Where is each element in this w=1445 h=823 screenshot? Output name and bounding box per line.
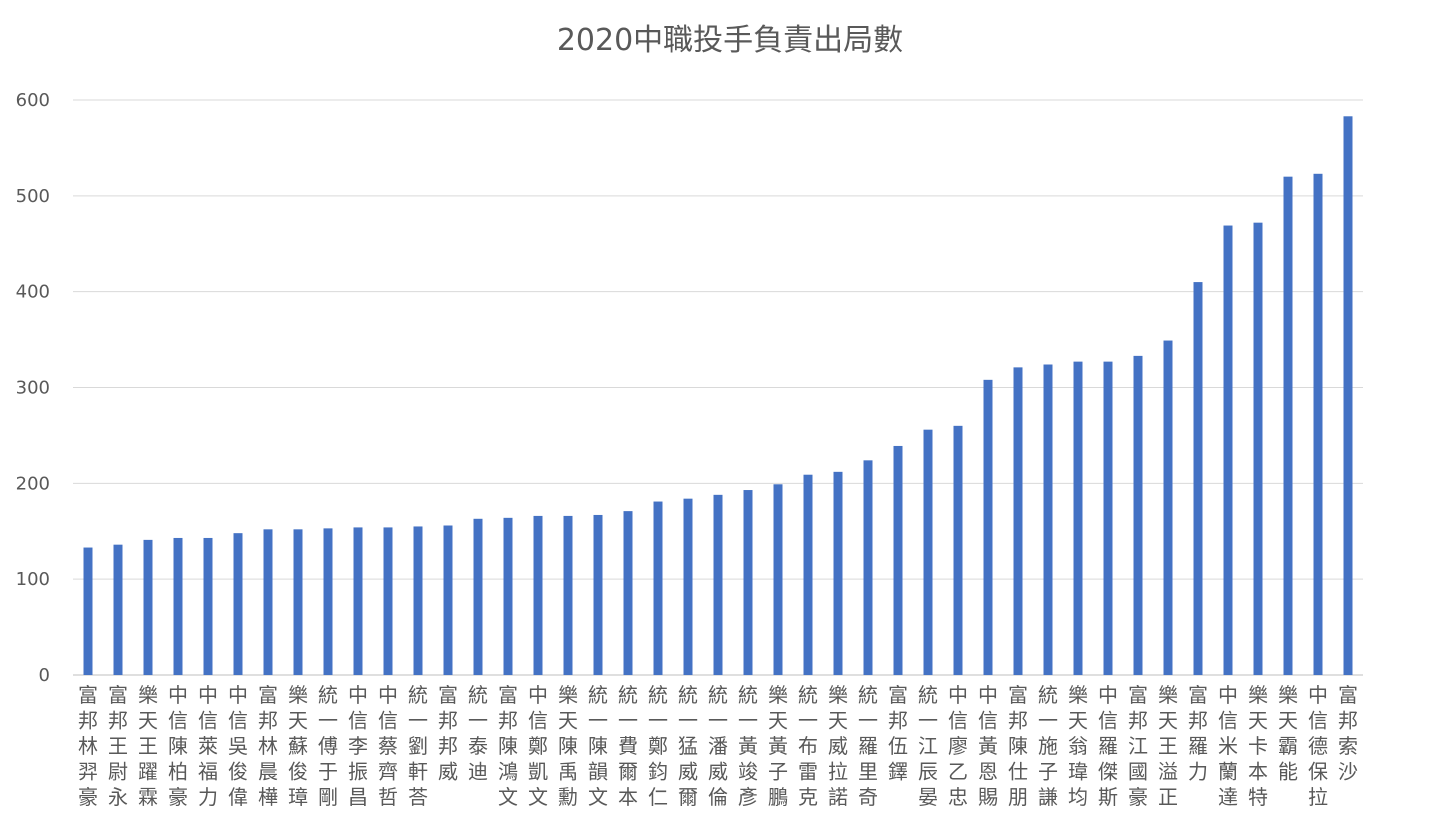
bar <box>1253 222 1263 675</box>
bar <box>1013 367 1023 675</box>
bar <box>473 518 483 675</box>
bar <box>413 526 423 675</box>
bar <box>1073 361 1083 675</box>
bar <box>293 529 303 675</box>
x-category-label: 中信李振昌 <box>348 683 368 809</box>
bar <box>323 528 333 675</box>
bar <box>203 537 213 675</box>
x-category-label: 統一鄭鈞仁 <box>648 683 668 809</box>
x-category-label: 中信黃恩賜 <box>978 683 998 809</box>
y-tick-label: 100 <box>16 569 50 590</box>
bar <box>1313 173 1323 675</box>
x-category-label: 中信德保拉 <box>1308 683 1328 809</box>
x-category-label: 統一施子謙 <box>1038 683 1058 809</box>
x-category-label: 樂天王躍霖 <box>138 683 158 809</box>
y-tick-label: 200 <box>16 473 50 494</box>
bar <box>173 537 183 675</box>
x-category-label: 統一費爾本 <box>618 683 638 809</box>
bar <box>1283 176 1293 675</box>
bar <box>1103 361 1113 675</box>
x-category-label: 富邦江國豪 <box>1128 683 1148 809</box>
gridlines <box>73 99 1363 676</box>
x-category-label: 樂天陳禹勳 <box>558 683 578 809</box>
bar <box>533 515 543 675</box>
bar <box>713 494 723 675</box>
bar <box>443 525 453 675</box>
bar <box>1343 116 1353 675</box>
x-category-label: 樂天蘇俊璋 <box>288 683 308 809</box>
x-category-label: 中信萊福力 <box>198 683 218 809</box>
x-category-label: 富邦林晨樺 <box>258 683 278 809</box>
y-tick-label: 0 <box>39 665 50 686</box>
y-tick-label: 500 <box>16 186 50 207</box>
x-category-label: 富邦陳仕朋 <box>1008 683 1028 809</box>
y-tick-label: 300 <box>16 378 50 399</box>
y-tick-label: 600 <box>16 90 50 111</box>
bar <box>383 527 393 675</box>
bar <box>773 484 783 675</box>
bar <box>1223 225 1233 675</box>
x-category-label: 統一猛威爾 <box>678 683 698 809</box>
bar <box>893 445 903 675</box>
bar <box>863 460 873 675</box>
x-category-label: 樂天卡本特 <box>1248 683 1268 809</box>
x-category-label: 富邦王尉永 <box>108 683 128 809</box>
x-category-label: 統一陳韻文 <box>588 683 608 809</box>
y-axis-ticks: 0 100 200 300 400 500 600 <box>16 90 50 686</box>
x-category-label: 富邦索沙 <box>1338 683 1358 784</box>
x-category-label: 中信蔡齊哲 <box>378 683 398 809</box>
x-axis-category-labels: 富邦林羿豪富邦王尉永樂天王躍霖中信陳柏豪中信萊福力中信吳俊偉富邦林晨樺樂天蘇俊璋… <box>78 683 1358 809</box>
bar <box>953 425 963 675</box>
bar <box>683 498 693 675</box>
bar <box>803 474 813 675</box>
bar <box>503 517 513 675</box>
bar <box>1043 364 1053 675</box>
x-category-label: 中信鄭凱文 <box>528 683 548 809</box>
x-category-label: 富邦伍鐸 <box>888 683 908 784</box>
bar <box>113 544 123 675</box>
x-category-label: 統一泰迪 <box>468 683 488 784</box>
x-category-label: 樂天霸能 <box>1278 683 1298 784</box>
bar <box>1193 282 1203 675</box>
bars <box>83 116 1353 675</box>
x-category-label: 樂天威拉諾 <box>828 683 848 809</box>
x-category-label: 富邦陳鴻文 <box>498 683 518 809</box>
x-category-label: 中信米蘭達 <box>1218 683 1238 809</box>
bar <box>83 547 93 675</box>
x-category-label: 富邦林羿豪 <box>78 683 98 809</box>
x-category-label: 中信吳俊偉 <box>228 683 248 809</box>
x-category-label: 統一江辰晏 <box>918 683 938 809</box>
bar <box>233 533 243 675</box>
bar <box>143 539 153 675</box>
x-category-label: 統一黃竣彥 <box>738 683 758 809</box>
x-category-label: 富邦邦威 <box>438 683 458 784</box>
chart-title: 2020中職投手負責出局數 <box>557 23 903 58</box>
bar <box>263 529 273 675</box>
bar <box>1163 340 1173 675</box>
x-category-label: 統一布雷克 <box>798 683 818 809</box>
bar <box>1133 355 1143 675</box>
bar <box>623 511 633 675</box>
x-category-label: 中信羅傑斯 <box>1098 683 1118 809</box>
bar <box>833 471 843 675</box>
x-category-label: 統一潘威倫 <box>708 683 728 809</box>
bar <box>593 514 603 675</box>
bar <box>653 501 663 675</box>
x-category-label: 統一羅里奇 <box>858 683 878 809</box>
bar <box>923 429 933 675</box>
x-category-label: 富邦羅力 <box>1188 683 1208 784</box>
x-category-label: 統一劉軒荅 <box>408 683 428 809</box>
bar <box>983 379 993 675</box>
bar <box>563 515 573 675</box>
x-category-label: 樂天王溢正 <box>1158 683 1178 809</box>
x-category-label: 樂天黃子鵬 <box>768 683 788 809</box>
x-category-label: 中信廖乙忠 <box>948 683 968 809</box>
x-category-label: 統一傅于剛 <box>318 683 338 809</box>
y-tick-label: 400 <box>16 282 50 303</box>
x-category-label: 中信陳柏豪 <box>168 683 188 809</box>
x-category-label: 樂天翁瑋均 <box>1068 683 1088 809</box>
bar <box>743 490 753 675</box>
bar <box>353 527 363 675</box>
